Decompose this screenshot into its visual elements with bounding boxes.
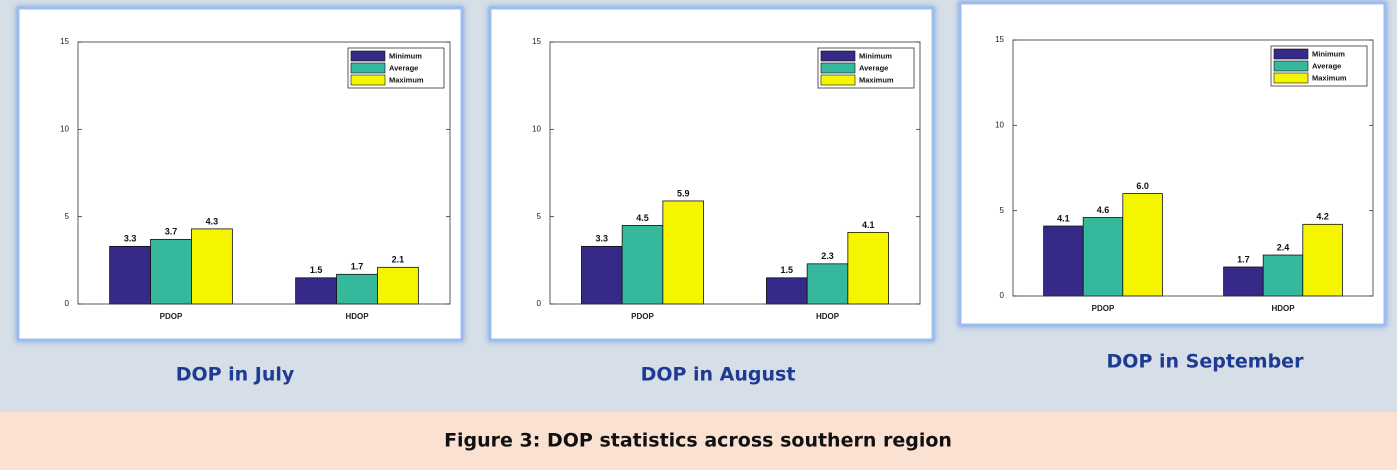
value-label: 4.1 [1057,213,1070,223]
y-tick-label: 5 [1000,206,1005,215]
axes-box [1012,39,1374,297]
legend-swatch [820,62,856,74]
legend-swatch [1273,72,1309,84]
legend-label: Maximum [389,75,424,84]
legend-label: Average [859,63,888,72]
axes-box [549,41,921,305]
legend-label: Minimum [859,51,892,60]
legend-swatch [820,50,856,62]
bar [150,238,192,305]
figure-caption: Figure 3: DOP statistics across southern… [444,430,952,452]
y-tick-label: 0 [537,299,542,308]
legend-label: Maximum [859,75,894,84]
x-tick-label: PDOP [160,312,183,321]
legend-label: Maximum [1312,73,1347,82]
legend-swatch [820,74,856,86]
legend-swatch [350,62,386,74]
y-tick-label: 10 [60,124,69,133]
value-label: 4.3 [206,216,219,226]
legend-label: Minimum [1312,49,1345,58]
value-label: 4.1 [862,220,875,230]
value-label: 4.6 [1097,205,1110,215]
x-tick-label: HDOP [816,312,840,321]
value-label: 2.3 [821,251,834,261]
bar [1262,254,1304,297]
y-tick-label: 0 [65,299,70,308]
bar [1043,225,1084,297]
value-label: 4.5 [636,213,649,223]
bar [336,273,378,305]
y-tick-label: 0 [1000,291,1005,300]
bar [662,200,704,305]
bar [1122,193,1163,297]
x-tick-label: HDOP [1271,304,1295,313]
value-label: 2.4 [1277,242,1290,252]
value-label: 4.2 [1316,212,1329,222]
x-tick-label: PDOP [1092,304,1115,313]
legend-label: Minimum [389,51,422,60]
x-tick-label: PDOP [631,312,654,321]
bar [1082,217,1124,297]
bar [1302,223,1343,297]
legend-label: Average [389,63,418,72]
y-tick-label: 10 [532,124,541,133]
y-tick-label: 15 [60,37,69,46]
caption-band [0,412,1397,470]
bar [109,245,151,305]
legend-label: Average [1312,61,1341,70]
value-label: 2.1 [392,255,405,265]
y-tick-label: 5 [65,212,70,221]
chart-title: DOP in September [1107,351,1305,373]
y-tick-label: 15 [995,35,1004,44]
bar [621,224,664,305]
chart-title: DOP in July [176,364,295,386]
bar [581,245,623,305]
y-tick-label: 5 [537,212,542,221]
value-label: 1.5 [310,265,323,275]
chart-title: DOP in August [641,364,796,386]
y-tick-label: 10 [995,120,1004,129]
value-label: 1.5 [781,265,794,275]
bar [766,277,808,305]
legend-swatch [1273,60,1309,72]
value-label: 5.9 [677,188,690,198]
bar [1223,266,1264,297]
y-tick-label: 15 [532,37,541,46]
legend-swatch [1273,48,1309,60]
legend-swatch [350,74,386,86]
bar [295,277,337,305]
legend-swatch [350,50,386,62]
bar [191,228,233,305]
axes-box [77,41,451,305]
x-tick-label: HDOP [345,312,369,321]
bar [847,231,889,305]
value-label: 1.7 [351,262,364,272]
value-label: 3.7 [165,227,178,237]
value-label: 3.3 [124,234,137,244]
bar [377,266,419,305]
value-label: 3.3 [596,234,609,244]
bar [806,263,849,305]
value-label: 6.0 [1136,181,1149,191]
value-label: 1.7 [1237,254,1250,264]
